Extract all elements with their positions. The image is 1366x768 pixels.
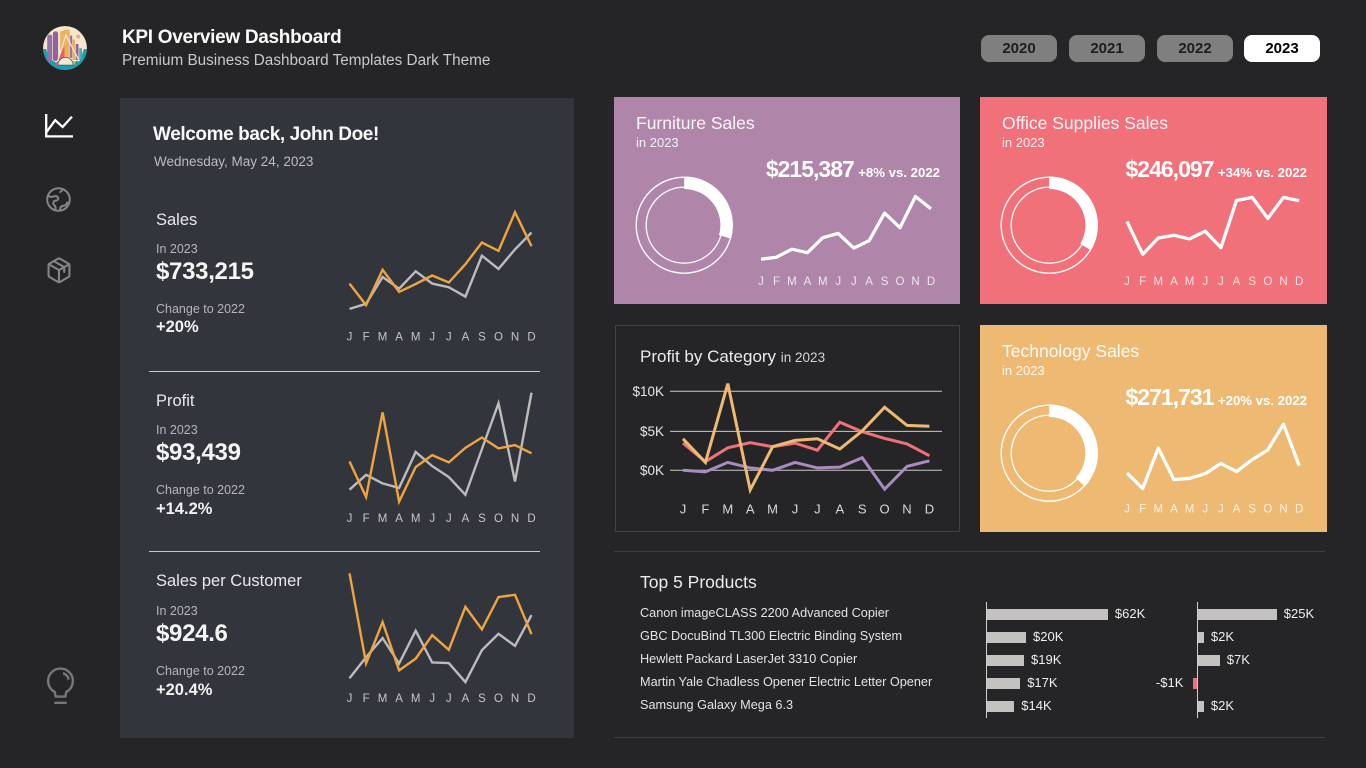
svg-text:A: A (462, 332, 470, 344)
svg-text:M: M (1185, 276, 1195, 288)
svg-text:S: S (478, 332, 486, 344)
svg-text:J: J (446, 332, 452, 344)
svg-text:A: A (1233, 504, 1241, 516)
svg-text:A: A (1233, 276, 1241, 288)
svg-text:N: N (511, 693, 519, 705)
svg-text:D: D (927, 276, 935, 288)
svg-text:N: N (1279, 276, 1287, 288)
svg-text:M: M (411, 693, 421, 705)
svg-text:J: J (814, 502, 821, 517)
svg-text:F: F (773, 276, 780, 288)
svg-text:D: D (527, 513, 535, 525)
svg-text:A: A (1170, 276, 1178, 288)
svg-text:A: A (804, 276, 812, 288)
svg-text:$0K: $0K (640, 463, 664, 478)
svg-text:J: J (1218, 276, 1224, 288)
svg-text:A: A (1170, 504, 1178, 516)
svg-text:S: S (478, 513, 486, 525)
svg-text:M: M (1154, 504, 1164, 516)
svg-text:M: M (767, 502, 778, 517)
svg-text:J: J (792, 502, 799, 517)
svg-text:D: D (1295, 276, 1303, 288)
svg-text:J: J (758, 276, 764, 288)
svg-text:J: J (347, 693, 353, 705)
svg-text:D: D (527, 693, 535, 705)
svg-text:M: M (378, 332, 388, 344)
svg-text:O: O (494, 332, 503, 344)
svg-text:$5K: $5K (640, 424, 664, 439)
svg-text:M: M (411, 513, 421, 525)
svg-text:N: N (511, 513, 519, 525)
svg-text:M: M (787, 276, 797, 288)
svg-text:A: A (395, 332, 403, 344)
svg-text:J: J (347, 513, 353, 525)
svg-text:F: F (363, 513, 370, 525)
svg-text:N: N (911, 276, 919, 288)
svg-text:N: N (1279, 504, 1287, 516)
svg-text:D: D (527, 332, 535, 344)
svg-text:J: J (347, 332, 353, 344)
svg-text:O: O (896, 276, 905, 288)
svg-text:M: M (378, 693, 388, 705)
svg-text:F: F (1139, 276, 1146, 288)
svg-text:M: M (1154, 276, 1164, 288)
svg-text:J: J (446, 513, 452, 525)
svg-text:J: J (851, 276, 857, 288)
svg-text:J: J (680, 502, 687, 517)
svg-text:D: D (1295, 504, 1303, 516)
svg-text:J: J (429, 693, 435, 705)
svg-text:S: S (881, 276, 889, 288)
svg-text:J: J (1124, 504, 1130, 516)
svg-text:F: F (1139, 504, 1146, 516)
svg-text:J: J (446, 693, 452, 705)
svg-text:D: D (925, 502, 934, 517)
svg-text:A: A (746, 502, 755, 517)
svg-text:$10K: $10K (632, 384, 664, 399)
svg-text:M: M (378, 513, 388, 525)
svg-text:A: A (835, 502, 844, 517)
svg-text:A: A (395, 693, 403, 705)
svg-text:A: A (462, 513, 470, 525)
svg-text:M: M (1185, 504, 1195, 516)
svg-text:A: A (395, 513, 403, 525)
svg-text:F: F (701, 502, 709, 517)
svg-text:J: J (1124, 276, 1130, 288)
svg-text:S: S (1248, 504, 1256, 516)
svg-text:J: J (835, 276, 841, 288)
svg-text:M: M (722, 502, 733, 517)
svg-text:O: O (494, 513, 503, 525)
svg-text:J: J (1202, 276, 1208, 288)
svg-text:J: J (1218, 504, 1224, 516)
svg-text:O: O (1263, 504, 1272, 516)
svg-text:A: A (462, 693, 470, 705)
svg-text:M: M (411, 332, 421, 344)
svg-text:O: O (1263, 276, 1272, 288)
svg-text:S: S (478, 693, 486, 705)
svg-text:J: J (429, 332, 435, 344)
svg-text:S: S (858, 502, 867, 517)
svg-text:M: M (818, 276, 828, 288)
svg-text:O: O (494, 693, 503, 705)
svg-text:S: S (1248, 276, 1256, 288)
svg-text:F: F (363, 332, 370, 344)
svg-text:J: J (429, 513, 435, 525)
svg-text:J: J (1202, 504, 1208, 516)
svg-text:F: F (363, 693, 370, 705)
svg-text:A: A (865, 276, 873, 288)
svg-text:N: N (902, 502, 911, 517)
svg-text:O: O (880, 502, 890, 517)
svg-text:N: N (511, 332, 519, 344)
